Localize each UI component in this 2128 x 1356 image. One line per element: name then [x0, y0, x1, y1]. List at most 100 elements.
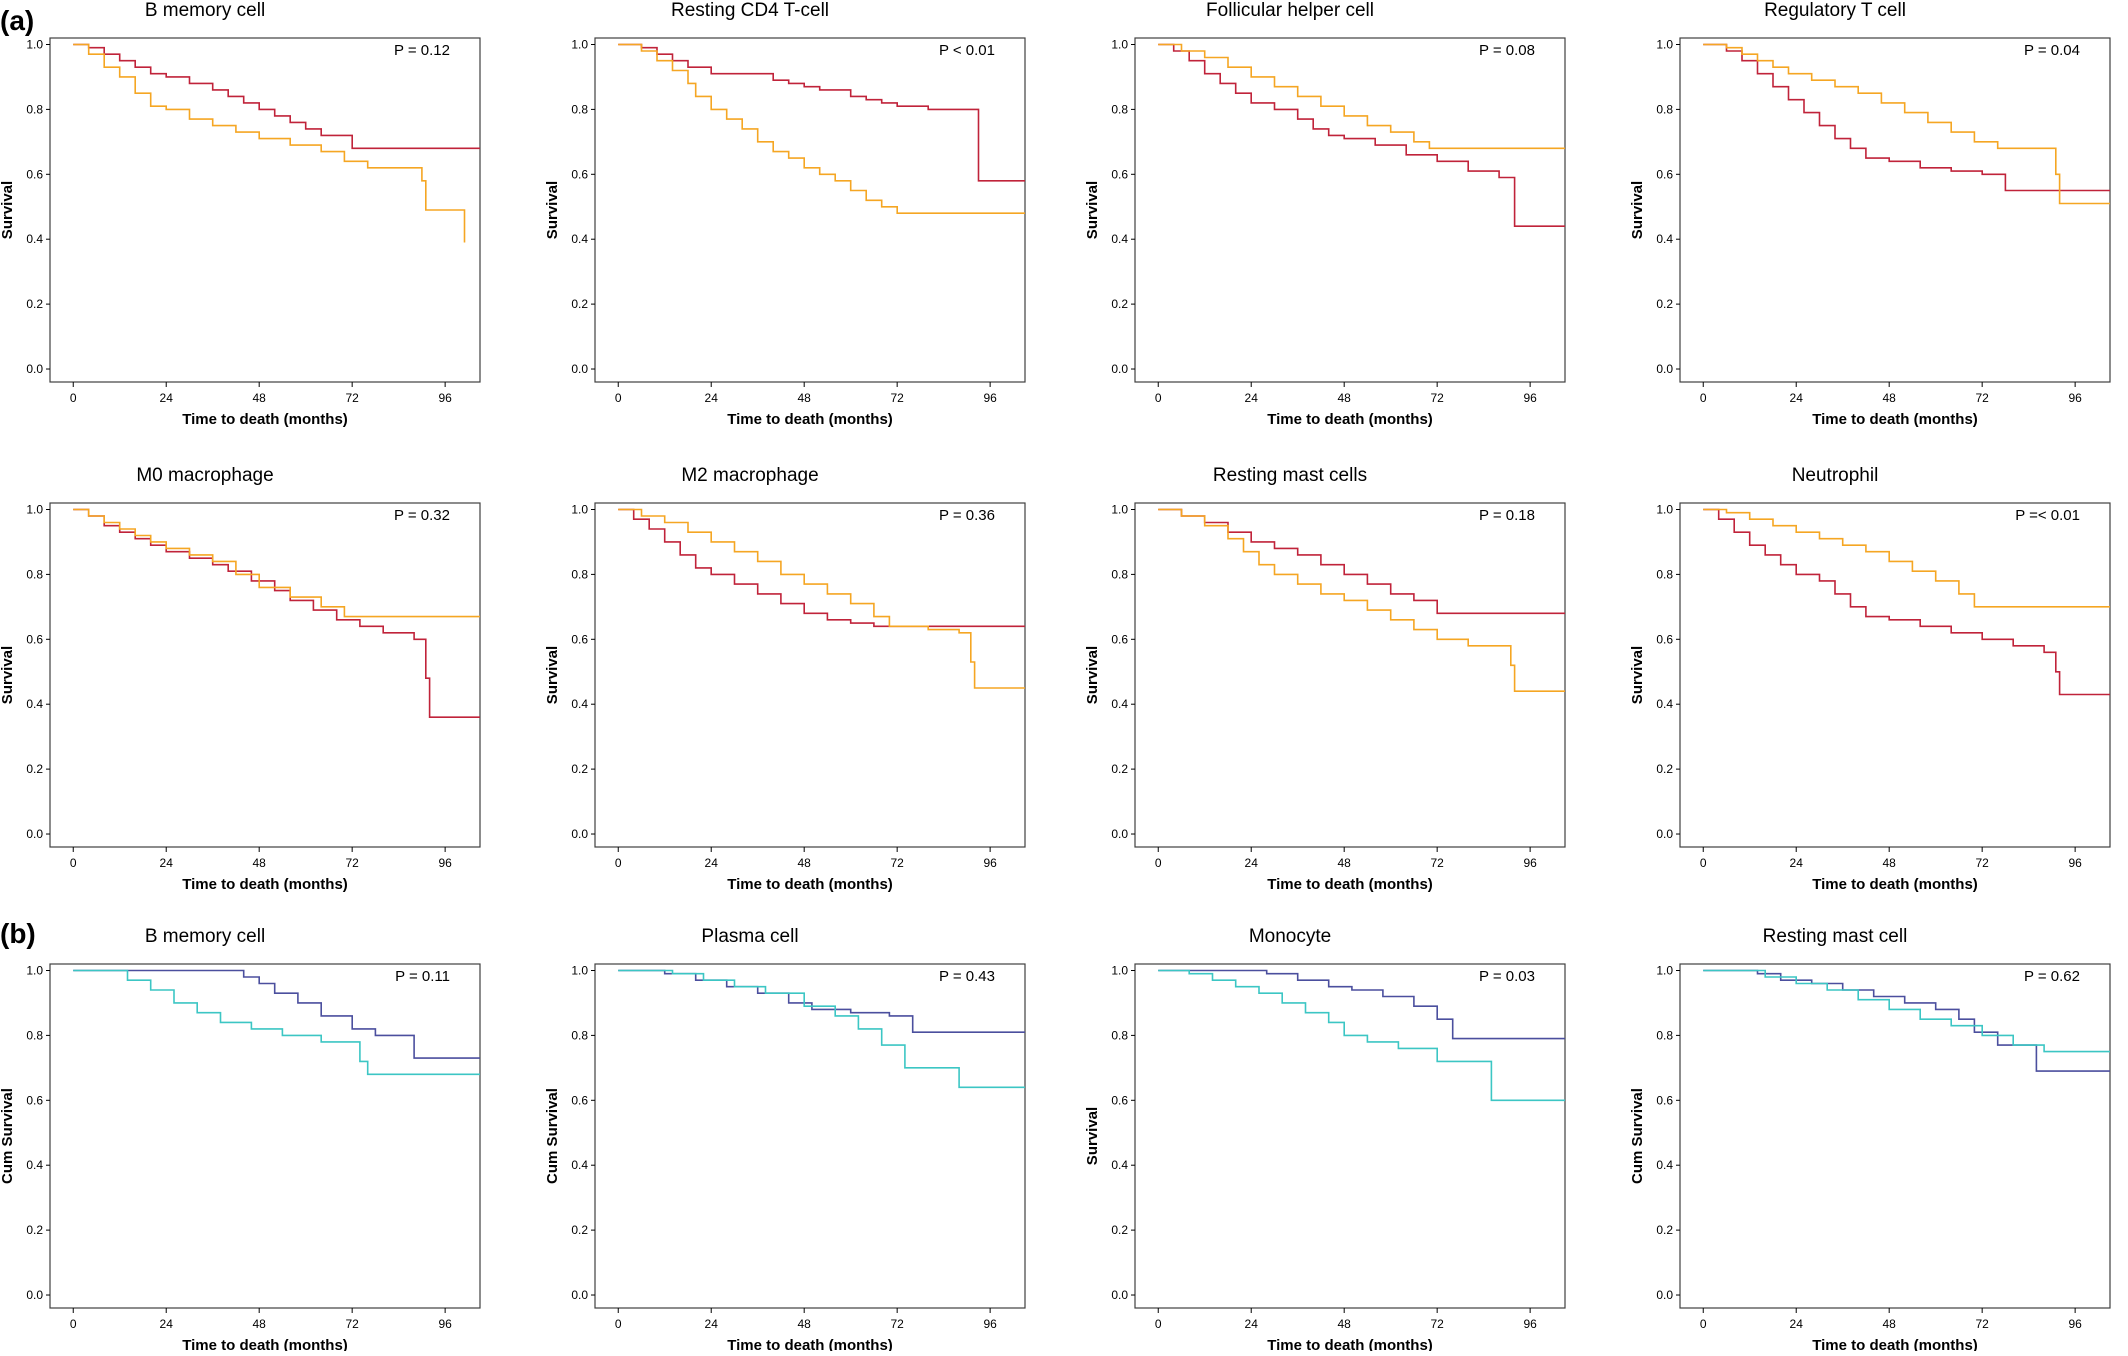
km-plot-10: Monocyte P = 0.03 0.0 0.2 0.4 0.6 0.8 1.0 0 24 48 7… [1084, 926, 1566, 1354]
y-tick-label: 0.6 [26, 1093, 43, 1107]
p-value-label: P = 0.36 [939, 507, 995, 524]
x-tick-label: 72 [345, 391, 359, 405]
plot-frame [1134, 502, 1566, 848]
survival-curve-0 [1703, 508, 2110, 696]
y-tick-label: 0.8 [26, 102, 43, 116]
x-tick-label: 24 [160, 856, 174, 870]
survival-curve-0 [1158, 508, 1565, 615]
plot-frame [49, 37, 481, 383]
y-tick-label: 0.2 [26, 762, 43, 776]
y-tick-label: 0.6 [1111, 632, 1128, 646]
y-tick-label: 0.8 [1656, 1028, 1673, 1042]
x-tick-label: 96 [983, 1317, 997, 1331]
y-tick-label: 0.8 [1111, 102, 1128, 116]
km-plot-1: Resting CD4 T-cell P < 0.01 0.0 0.2 0.4 0.6 0.… [544, 0, 1026, 428]
y-tick-label: 0.8 [1111, 1028, 1128, 1042]
y-tick-label: 0.8 [571, 567, 588, 581]
y-axis-label: Cum Survival [1629, 1088, 1646, 1184]
x-tick-label: 48 [1883, 856, 1897, 870]
x-tick-label: 96 [2068, 1317, 2082, 1331]
survival-curve-1 [73, 508, 480, 618]
km-plot-4: M0 macrophage P = 0.32 0.0 0.2 0.4 0.6 0.8 1.0 0… [0, 465, 481, 893]
survival-curve-1 [73, 43, 466, 243]
x-axis-label: Time to death (months) [1812, 411, 1978, 428]
x-tick-label: 48 [253, 391, 267, 405]
survival-curve-1 [1703, 969, 2110, 1053]
km-plot-3: Regulatory T cell P = 0.04 0.0 0.2 0.4 0.6 0.8… [1629, 0, 2111, 428]
y-tick-label: 1.0 [26, 37, 43, 51]
y-axis-label: Survival [1629, 646, 1646, 704]
y-tick-label: 0.6 [26, 167, 43, 181]
x-axis-label: Time to death (months) [727, 1337, 893, 1351]
p-value-label: P < 0.01 [939, 42, 995, 59]
y-tick-label: 1.0 [1111, 37, 1128, 51]
y-tick-label: 0.8 [26, 567, 43, 581]
y-axis-label: Survival [1629, 181, 1646, 239]
y-tick-label: 0.8 [571, 1028, 588, 1042]
survival-curve-1 [1158, 969, 1565, 1102]
y-tick-label: 0.0 [1111, 1288, 1128, 1302]
x-tick-label: 96 [438, 1317, 452, 1331]
survival-curve-0 [73, 969, 480, 1059]
y-tick-label: 0.4 [1656, 1158, 1673, 1172]
plot-title: M0 macrophage [136, 465, 273, 486]
p-value-label: P = 0.18 [1479, 507, 1535, 524]
y-tick-label: 0.2 [1656, 297, 1673, 311]
km-plot-6: Resting mast cells P = 0.18 0.0 0.2 0.4 0.6 0.… [1084, 465, 1566, 893]
plot-title: Resting mast cells [1213, 465, 1367, 486]
y-tick-label: 0.0 [1656, 827, 1673, 841]
x-tick-label: 0 [615, 391, 622, 405]
y-tick-label: 0.2 [26, 1223, 43, 1237]
plot-frame [1679, 37, 2111, 383]
y-tick-label: 0.4 [26, 697, 43, 711]
x-tick-label: 48 [1883, 391, 1897, 405]
survival-curve-0 [618, 969, 1025, 1033]
x-tick-label: 0 [70, 856, 77, 870]
x-tick-label: 48 [253, 1317, 267, 1331]
y-tick-label: 0.8 [1111, 567, 1128, 581]
plot-title: Plasma cell [701, 926, 798, 947]
y-axis-label: Survival [0, 181, 16, 239]
x-tick-label: 24 [160, 1317, 174, 1331]
y-tick-label: 0.6 [1656, 632, 1673, 646]
x-axis-label: Time to death (months) [727, 411, 893, 428]
y-axis-label: Cum Survival [544, 1088, 561, 1184]
x-tick-label: 48 [798, 856, 812, 870]
y-tick-label: 0.2 [1111, 297, 1128, 311]
y-axis-label: Survival [544, 181, 561, 239]
y-tick-label: 0.6 [571, 1093, 588, 1107]
x-tick-label: 72 [1430, 1317, 1444, 1331]
x-tick-label: 96 [2068, 856, 2082, 870]
plot-frame [49, 502, 481, 848]
x-tick-label: 72 [345, 1317, 359, 1331]
y-tick-label: 0.0 [571, 362, 588, 376]
y-tick-label: 0.2 [1111, 762, 1128, 776]
y-tick-label: 0.2 [1656, 762, 1673, 776]
x-axis-label: Time to death (months) [182, 1337, 348, 1351]
x-tick-label: 72 [1430, 391, 1444, 405]
x-tick-label: 72 [345, 856, 359, 870]
survival-curve-1 [1703, 508, 2110, 608]
y-tick-label: 0.4 [1656, 697, 1673, 711]
y-tick-label: 0.4 [26, 1158, 43, 1172]
plot-title: B memory cell [145, 0, 265, 21]
y-axis-label: Survival [1084, 1107, 1101, 1165]
y-tick-label: 0.4 [571, 697, 588, 711]
p-value-label: P = 0.04 [2024, 42, 2080, 59]
y-tick-label: 0.2 [571, 762, 588, 776]
x-tick-label: 48 [798, 391, 812, 405]
x-axis-label: Time to death (months) [1812, 1337, 1978, 1351]
p-value-label: P = 0.11 [395, 968, 450, 985]
x-axis-label: Time to death (months) [1267, 411, 1433, 428]
plot-title: M2 macrophage [681, 465, 818, 486]
y-tick-label: 0.4 [571, 232, 588, 246]
y-tick-label: 0.8 [26, 1028, 43, 1042]
y-tick-label: 0.0 [571, 1288, 588, 1302]
x-tick-label: 72 [1975, 391, 1989, 405]
y-tick-label: 0.4 [571, 1158, 588, 1172]
x-tick-label: 96 [438, 391, 452, 405]
x-tick-label: 0 [615, 856, 622, 870]
